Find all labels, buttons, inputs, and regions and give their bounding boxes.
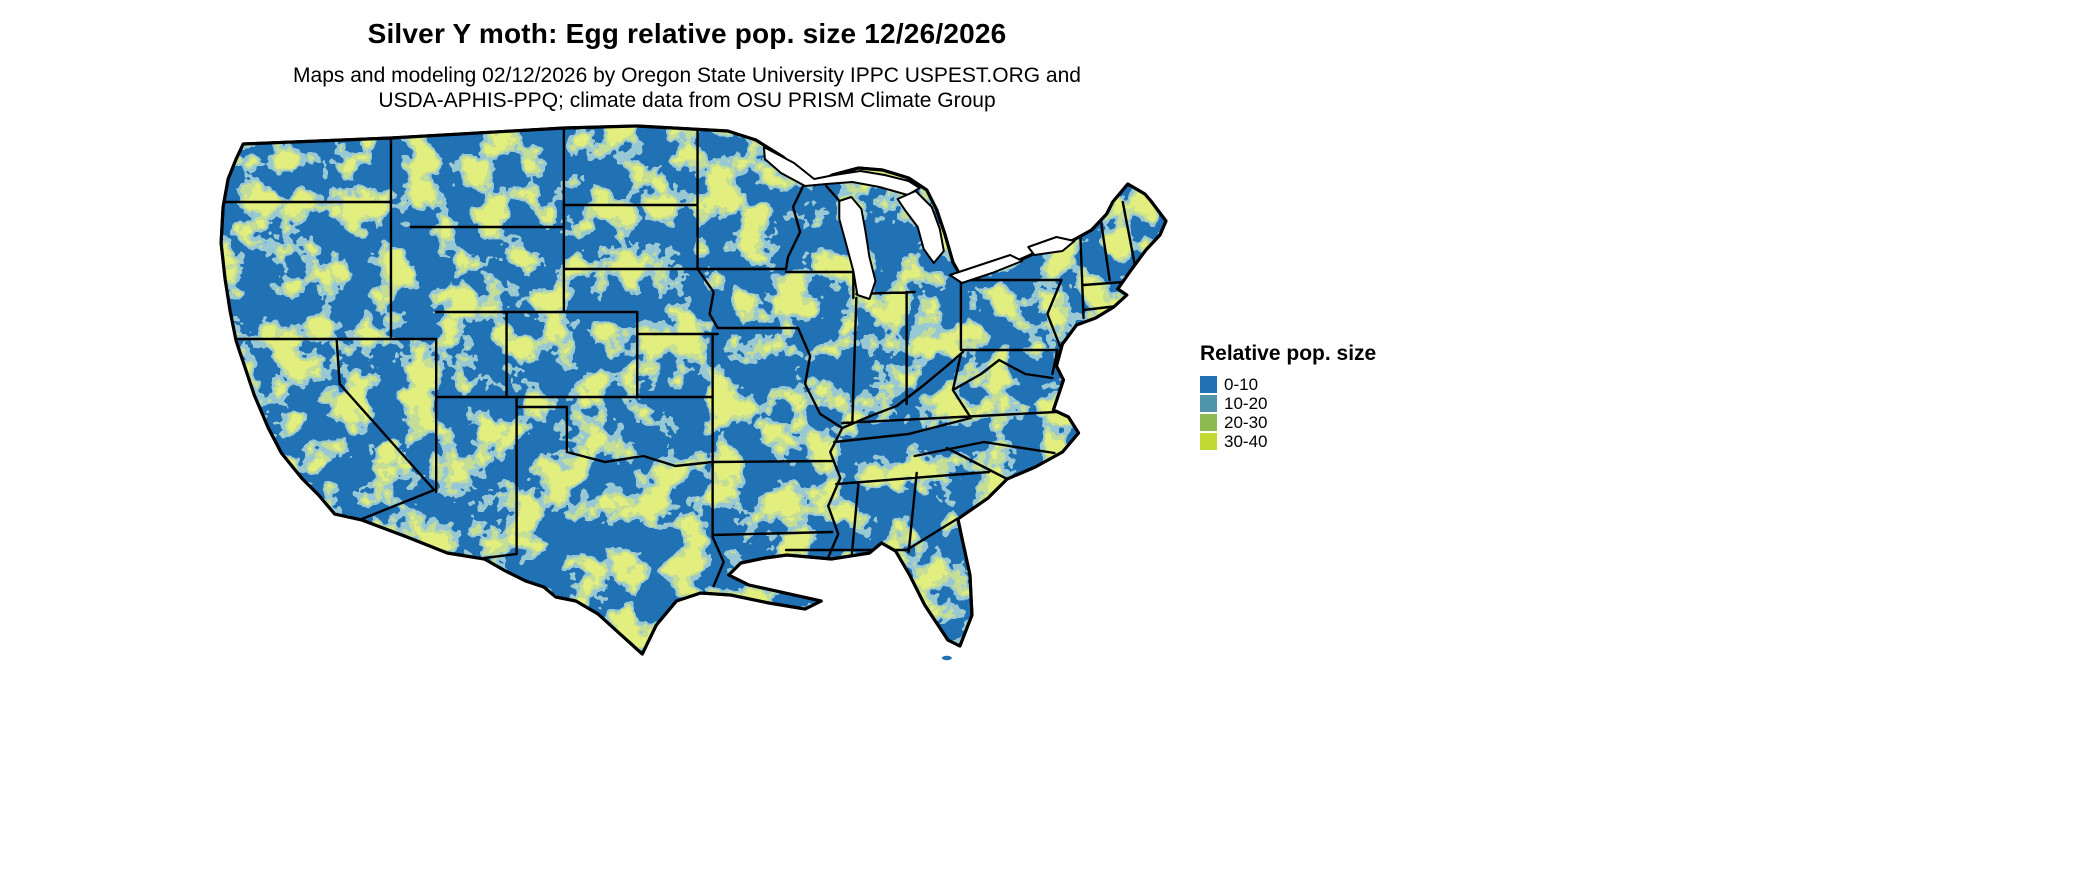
map-title: Silver Y moth: Egg relative pop. size 12…: [367, 18, 1007, 49]
legend: Relative pop. size 0-10 10-20 20-30 30-4…: [1200, 342, 1376, 451]
us-map: [219, 124, 1168, 661]
map-subtitle: Maps and modeling 02/12/2026 by Oregon S…: [0, 63, 1374, 113]
legend-label-20-30: 20-30: [1224, 413, 1268, 432]
florida-keys: [941, 655, 952, 661]
legend-swatch-20-30: [1200, 414, 1217, 431]
legend-item-20-30: 20-30: [1200, 413, 1376, 432]
legend-item-30-40: 30-40: [1200, 432, 1376, 451]
map-subtitle-line2: USDA-APHIS-PPQ; climate data from OSU PR…: [378, 89, 996, 112]
legend-label-0-10: 0-10: [1224, 375, 1259, 394]
legend-item-10-20: 10-20: [1200, 394, 1376, 413]
header: Silver Y moth: Egg relative pop. size 12…: [0, 0, 1374, 113]
lake-erie: [948, 254, 1024, 284]
us-outline: [219, 124, 1168, 656]
lake-huron: [896, 190, 945, 264]
legend-swatch-30-40: [1200, 433, 1217, 450]
legend-label-30-40: 30-40: [1224, 432, 1268, 451]
legend-item-0-10: 0-10: [1200, 375, 1376, 394]
legend-label-10-20: 10-20: [1224, 394, 1268, 413]
map-subtitle-line1: Maps and modeling 02/12/2026 by Oregon S…: [293, 64, 1081, 87]
state-borders: [221, 126, 1138, 588]
legend-swatch-10-20: [1200, 395, 1217, 412]
legend-title: Relative pop. size: [1200, 342, 1377, 365]
lake-ontario: [1027, 236, 1076, 256]
lake-michigan: [838, 196, 877, 300]
legend-swatch-0-10: [1200, 376, 1217, 393]
